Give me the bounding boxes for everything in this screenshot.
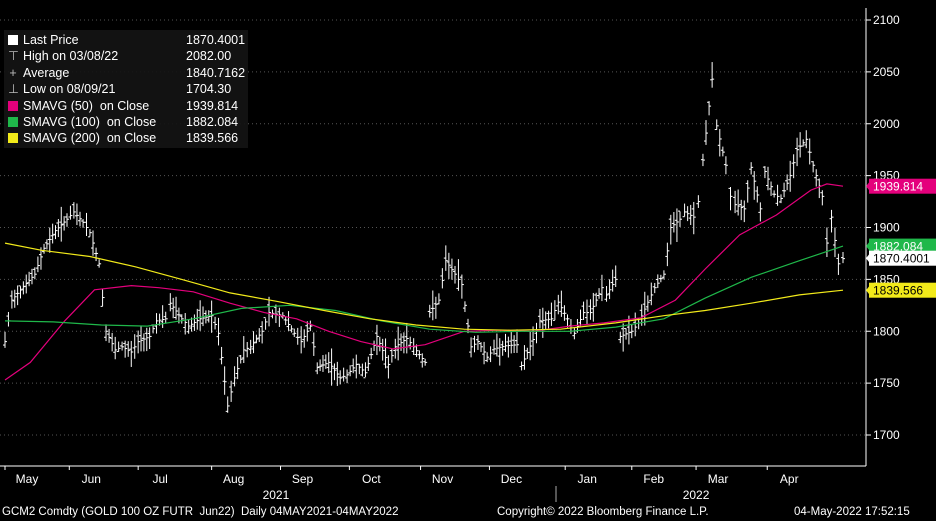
x-tick-label-Nov: Nov bbox=[432, 472, 453, 486]
y-tick-label-1750: 1750 bbox=[873, 376, 900, 390]
legend-value: 2082.00 bbox=[186, 49, 232, 64]
series-line-smavg-200 bbox=[4, 242, 844, 331]
value-tag-text: 1882.084 bbox=[873, 240, 923, 254]
legend-value: 1840.7162 bbox=[186, 65, 246, 80]
series-layer bbox=[3, 62, 845, 413]
legend-value: 1704.30 bbox=[186, 82, 232, 97]
high-marker-icon: ⊤ bbox=[8, 49, 19, 64]
footer: GCM2 Comdty (GOLD 100 OZ FUTR Jun22) Dai… bbox=[0, 503, 936, 521]
x-tick-label-May: May bbox=[16, 472, 39, 486]
y-tick-label-1800: 1800 bbox=[873, 324, 900, 338]
value-tag-bg bbox=[869, 250, 936, 266]
legend-label: Last Price bbox=[23, 33, 79, 47]
series-line-smavg-100 bbox=[4, 245, 844, 333]
footer-timestamp: 04-May-2022 17:52:15 bbox=[794, 506, 910, 518]
value-tag-bg bbox=[869, 282, 936, 298]
value-tag-2: 1870.4001 bbox=[866, 250, 936, 266]
legend-entry-1: ⊤ High on 03/08/22 2082.00 bbox=[8, 48, 231, 64]
legend-value: 1882.084 bbox=[186, 115, 239, 129]
x-tick-label-Apr: Apr bbox=[780, 472, 799, 486]
year-label-2021: 2021 bbox=[263, 488, 290, 502]
value-tag-pointer bbox=[866, 285, 870, 296]
legend-value: 1870.4001 bbox=[186, 33, 246, 47]
year-label-2022: 2022 bbox=[683, 488, 710, 502]
legend-label: SMAVG (100) on Close bbox=[23, 115, 157, 129]
x-tick-label-Oct: Oct bbox=[362, 472, 381, 486]
legend-swatch bbox=[8, 133, 18, 144]
y-tick-label-1700: 1700 bbox=[873, 428, 900, 442]
y-tick-label-2100: 2100 bbox=[873, 13, 900, 27]
legend-swatch bbox=[8, 35, 18, 45]
legend-entry-0: Last Price 1870.4001 bbox=[8, 32, 245, 48]
legend-label: High on 03/08/22 bbox=[23, 49, 119, 64]
legend-label: Low on 08/09/21 bbox=[23, 82, 116, 97]
y-tick-label-2000: 2000 bbox=[873, 117, 900, 131]
legend-label: SMAVG (200) on Close bbox=[23, 131, 157, 146]
legend-swatch bbox=[8, 117, 18, 127]
value-tag-text: 1870.4001 bbox=[873, 252, 930, 266]
legend-entry-4: SMAVG (50) on Close 1939.814 bbox=[8, 98, 238, 114]
value-tag-3: 1839.566 bbox=[866, 282, 936, 298]
x-tick-label-Mar: Mar bbox=[708, 472, 729, 486]
legend-entry-5: SMAVG (100) on Close 1882.084 bbox=[8, 114, 238, 130]
x-tick-label-Feb: Feb bbox=[643, 472, 664, 486]
legend-swatch bbox=[8, 100, 18, 111]
legend-value: 1939.814 bbox=[186, 98, 239, 113]
value-tag-pointer bbox=[866, 181, 870, 192]
value-tag-bg bbox=[869, 178, 936, 194]
x-tick-label-Jun: Jun bbox=[82, 472, 101, 486]
avg-marker-icon: + bbox=[9, 65, 17, 80]
value-tag-0: 1939.814 bbox=[866, 178, 936, 194]
value-tag-text: 1839.566 bbox=[873, 284, 923, 298]
series-line-smavg-50 bbox=[4, 183, 844, 381]
legend-entry-6: SMAVG (200) on Close 1839.566 bbox=[8, 130, 238, 146]
value-tag-pointer bbox=[866, 241, 870, 252]
legend: Last Price 1870.4001 ⊤ High on 03/08/22 2082… bbox=[4, 30, 248, 148]
x-tick-label-Dec: Dec bbox=[501, 472, 522, 486]
legend-label: Average bbox=[23, 65, 70, 80]
value-tag-text: 1939.814 bbox=[873, 180, 923, 194]
legend-label: SMAVG (50) on Close bbox=[23, 98, 150, 113]
y-tick-label-1900: 1900 bbox=[873, 221, 900, 235]
legend-value: 1839.566 bbox=[186, 131, 239, 146]
footer-copyright: Copyright© 2022 Bloomberg Finance L.P. bbox=[497, 506, 709, 518]
legend-entry-3: ⊥ Low on 08/09/21 1704.30 bbox=[8, 81, 231, 97]
legend-entry-2: + Average 1840.7162 bbox=[8, 65, 245, 81]
x-tick-label-Jul: Jul bbox=[152, 472, 167, 486]
value-tag-bg bbox=[869, 238, 936, 254]
value-tag-1: 1882.084 bbox=[866, 238, 936, 254]
x-tick-label-Jan: Jan bbox=[578, 472, 597, 486]
x-tick-label-Aug: Aug bbox=[223, 472, 244, 486]
footer-ticker: GCM2 Comdty (GOLD 100 OZ FUTR Jun22) Dai… bbox=[2, 506, 399, 518]
value-tag-pointer bbox=[866, 253, 870, 264]
price-bars bbox=[3, 62, 845, 413]
y-tick-label-2050: 2050 bbox=[873, 65, 900, 79]
low-marker-icon: ⊥ bbox=[8, 82, 19, 97]
x-tick-label-Sep: Sep bbox=[292, 472, 314, 486]
